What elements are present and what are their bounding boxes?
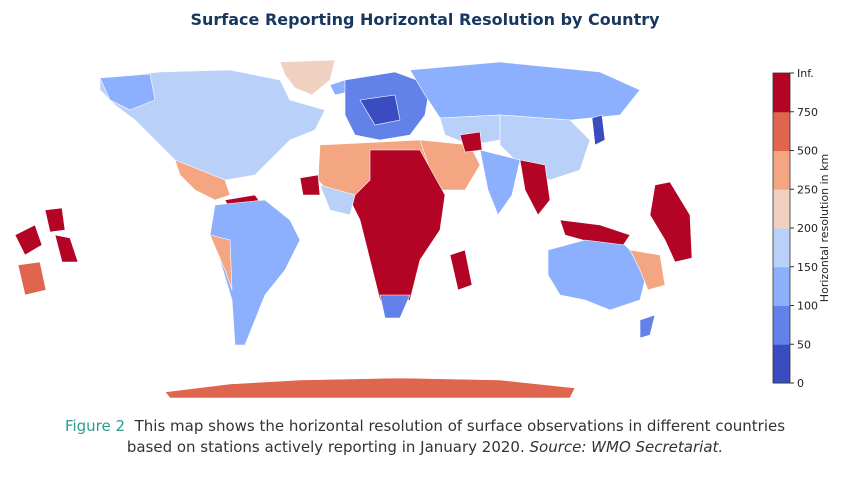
countries [14, 59, 693, 399]
colorbar-segment [773, 266, 790, 306]
south-africa [379, 294, 411, 319]
pacific-south [17, 261, 47, 296]
caption-line: based on stations actively reporting in … [0, 437, 850, 458]
colorbar-tick-label: 150 [797, 261, 818, 274]
india [479, 149, 521, 216]
antarctica [164, 377, 576, 399]
caption-source: Source: WMO Secretariat. [529, 438, 724, 456]
australia [547, 239, 649, 311]
se-asia [519, 159, 551, 216]
caption: Figure 2 This map shows the horizontal r… [0, 416, 850, 458]
africa-west [319, 184, 356, 216]
colorbar-segment [773, 73, 790, 113]
colorbar-tick-label: 750 [797, 106, 818, 119]
new-zealand [639, 314, 656, 339]
europe-core [359, 94, 401, 126]
colorbar-segment [773, 150, 790, 190]
madagascar [449, 249, 473, 291]
map: 0 50 100 150 200 250 500 750 Inf. Horizontal res… [14, 59, 831, 399]
colorbar-tick-label: 250 [797, 183, 818, 196]
colorbar-tick-label: 200 [797, 222, 818, 235]
south-america [209, 199, 301, 346]
mexico [174, 159, 231, 201]
colorbar-segment [773, 111, 790, 151]
colorbar-tick-label: Inf. [797, 67, 814, 80]
sa-west [209, 234, 233, 291]
australia-east [629, 249, 666, 291]
figure-number: Figure 2 [64, 417, 126, 435]
map-title: Surface Reporting Horizontal Resolution … [190, 10, 660, 29]
colorbar: 0 50 100 150 200 250 500 750 Inf. [772, 67, 818, 390]
colorbar-label: Horizontal resolution in km [818, 154, 831, 302]
colorbar-segment [773, 189, 790, 229]
greenland [279, 59, 336, 96]
alaska [99, 73, 156, 111]
colorbar-segment [773, 344, 790, 384]
pacific-west [14, 174, 321, 263]
caption-text: based on stations actively reporting in … [126, 438, 525, 456]
caption-line: Figure 2 This map shows the horizontal r… [0, 416, 850, 437]
colorbar-tick-label: 50 [797, 338, 811, 351]
colorbar-segment [773, 228, 790, 268]
north-america [99, 69, 326, 181]
caption-text: This map shows the horizontal resolution… [134, 417, 786, 435]
colorbar-tick-label: 0 [797, 377, 804, 390]
central-asia [439, 114, 501, 146]
colorbar-tick-label: 500 [797, 145, 818, 158]
pacific-east [649, 181, 693, 263]
afghanistan [459, 131, 483, 153]
russia [409, 61, 641, 121]
colorbar-tick-label: 100 [797, 300, 818, 313]
colorbar-segment [773, 305, 790, 345]
japan [591, 114, 606, 146]
